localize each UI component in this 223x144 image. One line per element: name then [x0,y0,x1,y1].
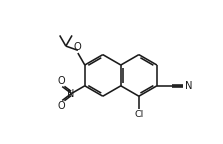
Text: O: O [57,76,65,86]
Text: N: N [67,89,74,98]
Text: Cl: Cl [134,110,143,119]
Text: N: N [185,81,192,91]
Text: O: O [74,42,82,52]
Text: O: O [57,101,65,111]
